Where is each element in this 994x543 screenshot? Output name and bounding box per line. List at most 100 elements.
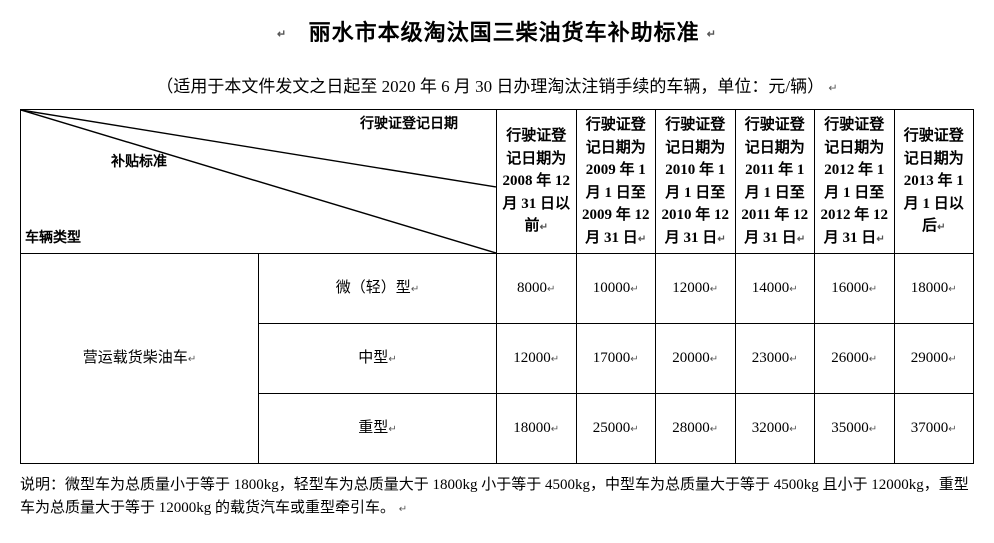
para-mark-icon: ↵: [551, 424, 559, 435]
para-mark-icon: ↵: [869, 354, 877, 365]
value-text: 29000: [911, 350, 949, 366]
value-cell: 32000↵: [735, 394, 815, 464]
value-cell: 35000↵: [815, 394, 895, 464]
row-type-text: 中型: [358, 350, 388, 366]
value-text: 25000: [593, 420, 631, 436]
para-mark-icon: ↵: [937, 222, 945, 233]
value-text: 17000: [593, 350, 631, 366]
value-cell: 8000↵: [497, 254, 577, 324]
value-cell: 12000↵: [656, 254, 736, 324]
value-cell: 16000↵: [815, 254, 895, 324]
para-mark-icon: ↵: [948, 284, 956, 295]
value-text: 28000: [672, 420, 710, 436]
column-header: 行驶证登记日期为 2010 年 1 月 1 日至 2010 年 12 月 31 …: [656, 110, 736, 254]
para-mark-icon: ↵: [388, 424, 396, 435]
value-text: 18000: [513, 420, 551, 436]
column-header: 行驶证登记日期为 2008 年 12 月 31 日以前↵: [497, 110, 577, 254]
table-row: 营运载货柴油车↵ 微（轻）型↵ 8000↵ 10000↵ 12000↵ 1400…: [21, 254, 974, 324]
value-text: 23000: [752, 350, 790, 366]
column-header-text: 行驶证登记日期为 2013 年 1 月 1 日以后: [904, 128, 964, 234]
value-text: 16000: [831, 280, 869, 296]
para-mark-icon: ↵: [707, 29, 717, 41]
page-title: ↵ 丽水市本级淘汰国三柴油货车补助标准 ↵: [20, 15, 974, 47]
row-type-label: 中型↵: [259, 324, 497, 394]
subtitle: （适用于本文件发文之日起至 2020 年 6 月 30 日办理淘汰注销手续的车辆…: [20, 72, 974, 97]
value-cell: 37000↵: [894, 394, 974, 464]
value-cell: 18000↵: [894, 254, 974, 324]
row-group-label: 营运载货柴油车↵: [21, 254, 259, 464]
column-header: 行驶证登记日期为 2013 年 1 月 1 日以后↵: [894, 110, 974, 254]
row-group-text: 营运载货柴油车: [83, 350, 188, 366]
value-cell: 20000↵: [656, 324, 736, 394]
diag-label-type: 车辆类型: [25, 228, 81, 249]
value-cell: 18000↵: [497, 394, 577, 464]
value-text: 8000: [517, 280, 547, 296]
value-text: 18000: [911, 280, 949, 296]
para-mark-icon: ↵: [717, 234, 725, 245]
column-header: 行驶证登记日期为 2009 年 1 月 1 日至 2009 年 12 月 31 …: [576, 110, 656, 254]
row-type-text: 微（轻）型: [336, 280, 411, 296]
column-header-text: 行驶证登记日期为 2010 年 1 月 1 日至 2010 年 12 月 31 …: [661, 117, 729, 246]
footnote: 说明：微型车为总质量小于等于 1800kg，轻型车为总质量大于 1800kg 小…: [20, 474, 974, 519]
para-mark-icon: ↵: [869, 284, 877, 295]
column-header: 行驶证登记日期为 2011 年 1 月 1 日至 2011 年 12 月 31 …: [735, 110, 815, 254]
column-header-text: 行驶证登记日期为 2009 年 1 月 1 日至 2009 年 12 月 31 …: [582, 117, 650, 246]
para-mark-icon: ↵: [630, 354, 638, 365]
value-text: 32000: [752, 420, 790, 436]
para-mark-icon: ↵: [638, 234, 646, 245]
value-text: 12000: [672, 280, 710, 296]
para-mark-icon: ↵: [789, 284, 797, 295]
value-text: 20000: [672, 350, 710, 366]
para-mark-icon: ↵: [789, 354, 797, 365]
para-mark-icon: ↵: [789, 424, 797, 435]
para-mark-icon: ↵: [540, 222, 548, 233]
para-mark-icon: ↵: [411, 284, 419, 295]
para-mark-icon: ↵: [547, 284, 555, 295]
value-text: 12000: [513, 350, 551, 366]
para-mark-icon: ↵: [277, 29, 287, 41]
para-mark-icon: ↵: [828, 83, 837, 95]
para-mark-icon: ↵: [630, 424, 638, 435]
para-mark-icon: ↵: [710, 284, 718, 295]
value-text: 26000: [831, 350, 869, 366]
footnote-text: 说明：微型车为总质量小于等于 1800kg，轻型车为总质量大于 1800kg 小…: [20, 477, 969, 516]
para-mark-icon: ↵: [710, 424, 718, 435]
value-text: 10000: [593, 280, 631, 296]
value-text: 14000: [752, 280, 790, 296]
para-mark-icon: ↵: [630, 284, 638, 295]
value-cell: 12000↵: [497, 324, 577, 394]
column-header: 行驶证登记日期为 2012 年 1 月 1 日至 2012 年 12 月 31 …: [815, 110, 895, 254]
row-type-text: 重型: [358, 420, 388, 436]
value-cell: 17000↵: [576, 324, 656, 394]
para-mark-icon: ↵: [948, 354, 956, 365]
para-mark-icon: ↵: [399, 504, 407, 515]
diagonal-header-cell: 行驶证登记日期 补贴标准 车辆类型: [21, 110, 497, 254]
para-mark-icon: ↵: [710, 354, 718, 365]
column-header-text: 行驶证登记日期为 2008 年 12 月 31 日以前: [502, 128, 570, 234]
para-mark-icon: ↵: [948, 424, 956, 435]
para-mark-icon: ↵: [388, 354, 396, 365]
para-mark-icon: ↵: [188, 354, 196, 365]
row-type-label: 重型↵: [259, 394, 497, 464]
value-cell: 23000↵: [735, 324, 815, 394]
value-cell: 14000↵: [735, 254, 815, 324]
value-cell: 29000↵: [894, 324, 974, 394]
diag-label-standard: 补贴标准: [111, 152, 167, 173]
subsidy-table: 行驶证登记日期 补贴标准 车辆类型 行驶证登记日期为 2008 年 12 月 3…: [20, 109, 974, 464]
value-text: 35000: [831, 420, 869, 436]
value-cell: 25000↵: [576, 394, 656, 464]
para-mark-icon: ↵: [551, 354, 559, 365]
value-cell: 28000↵: [656, 394, 736, 464]
diag-label-date: 行驶证登记日期: [360, 114, 458, 135]
value-cell: 10000↵: [576, 254, 656, 324]
column-header-text: 行驶证登记日期为 2012 年 1 月 1 日至 2012 年 12 月 31 …: [820, 117, 888, 246]
para-mark-icon: ↵: [869, 424, 877, 435]
value-cell: 26000↵: [815, 324, 895, 394]
para-mark-icon: ↵: [797, 234, 805, 245]
subtitle-text: （适用于本文件发文之日起至 2020 年 6 月 30 日办理淘汰注销手续的车辆…: [156, 77, 824, 96]
column-header-text: 行驶证登记日期为 2011 年 1 月 1 日至 2011 年 12 月 31 …: [741, 117, 808, 246]
row-type-label: 微（轻）型↵: [259, 254, 497, 324]
title-text: 丽水市本级淘汰国三柴油货车补助标准: [309, 20, 700, 45]
value-text: 37000: [911, 420, 949, 436]
para-mark-icon: ↵: [876, 234, 884, 245]
